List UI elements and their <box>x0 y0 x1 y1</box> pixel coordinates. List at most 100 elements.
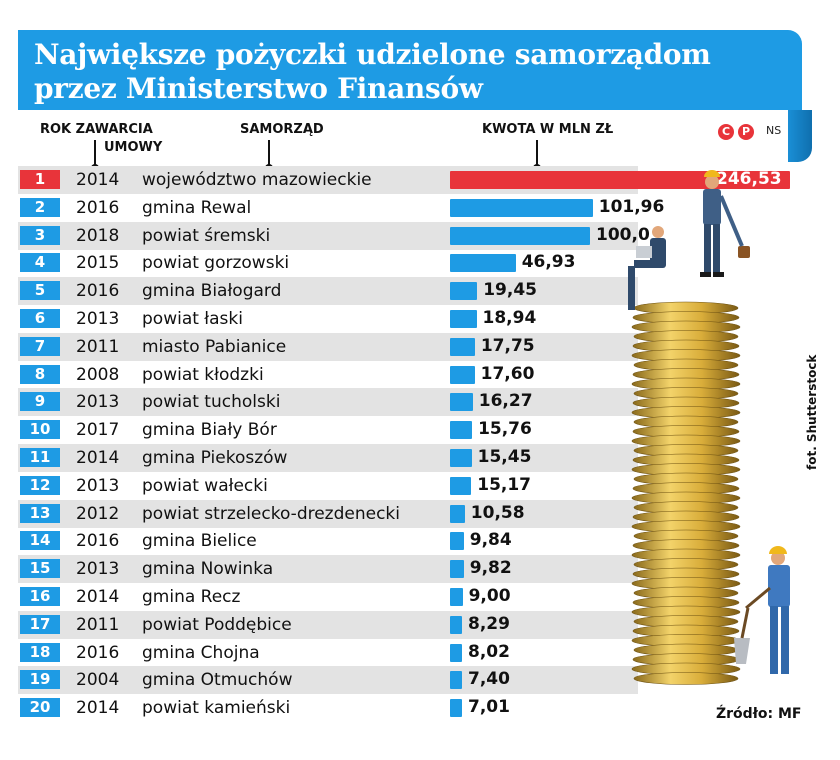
photo-credit: fot. Shutterstock <box>805 354 819 470</box>
value-label: 100,0 <box>596 224 650 245</box>
coin <box>633 672 739 685</box>
bar <box>450 504 465 523</box>
value-label: 7,01 <box>468 697 510 718</box>
contract-year: 2015 <box>76 253 120 274</box>
contract-year: 2012 <box>76 503 120 524</box>
businessman-standing-figure <box>700 170 750 277</box>
table-row: 17 2011 powiat Poddębice 8,29 <box>18 610 638 639</box>
value-label: 8,29 <box>468 613 510 634</box>
entity-name: miasto Pabianice <box>142 336 287 357</box>
rank-badge: 15 <box>20 559 60 579</box>
entity-name: powiat strzelecko-drezdenecki <box>142 503 401 524</box>
bar <box>450 393 473 412</box>
table-row: 9 2013 powiat tucholski 16,27 <box>18 388 638 417</box>
contract-year: 2004 <box>76 670 120 691</box>
bar <box>450 310 477 328</box>
rank-badge: 13 <box>20 503 60 523</box>
value-label: 15,45 <box>477 447 532 467</box>
value-label: 8,02 <box>468 641 510 662</box>
table-row: 8 2008 powiat kłodzki 17,60 <box>18 361 638 389</box>
table-row: 11 2014 gmina Piekoszów 15,45 <box>18 444 638 472</box>
contract-year: 2014 <box>76 587 120 607</box>
entity-name: gmina Białogard <box>142 281 282 302</box>
worker-figure <box>734 546 790 674</box>
table-row: 3 2018 powiat śremski 100,0 <box>18 221 650 250</box>
bar <box>450 282 478 301</box>
bar <box>450 560 464 579</box>
year-column-header-line1: ROK ZAWARCIA <box>40 122 153 137</box>
value-label: 9,84 <box>469 530 512 551</box>
contract-year: 2011 <box>76 614 120 635</box>
bar <box>450 226 590 245</box>
bar <box>450 421 473 440</box>
contract-year: 2013 <box>76 392 120 413</box>
entity-name: powiat kamieński <box>142 698 291 719</box>
row-stripe <box>18 277 638 306</box>
bar <box>450 337 475 356</box>
entity-name: powiat łaski <box>142 309 243 329</box>
contract-year: 2016 <box>76 642 120 663</box>
copyright-c-icon: C <box>718 124 734 140</box>
rank-badge: 14 <box>20 531 60 551</box>
row-stripe <box>18 555 638 584</box>
entity-name: gmina Recz <box>142 587 241 607</box>
table-row: 6 2013 powiat łaski 18,94 <box>18 305 638 333</box>
row-stripe <box>18 499 638 528</box>
businessman-sitting-figure <box>628 226 666 310</box>
contract-year: 2016 <box>76 281 120 302</box>
entity-name: województwo mazowieckie <box>142 170 372 190</box>
entity-name: gmina Nowinka <box>142 559 274 580</box>
entity-name: powiat tucholski <box>142 392 281 413</box>
table-row: 5 2016 gmina Białogard 19,45 <box>18 277 638 306</box>
contract-year: 2013 <box>76 309 120 329</box>
table-row: 10 2017 gmina Biały Bór 15,76 <box>18 416 638 444</box>
value-label: 15,17 <box>477 474 532 495</box>
entity-name: gmina Piekoszów <box>142 448 288 468</box>
table-row: 16 2014 gmina Recz 9,00 <box>18 583 638 611</box>
amount-column-pointer <box>533 140 540 172</box>
rank-badge: 3 <box>20 225 60 245</box>
value-label: 17,60 <box>480 363 535 384</box>
row-stripe <box>18 444 638 472</box>
value-label: 18,94 <box>482 308 537 328</box>
title-line-2: przez Ministerstwo Finansów <box>34 72 483 105</box>
row-stripe <box>18 666 638 695</box>
table-row: 15 2013 gmina Nowinka 9,82 <box>18 555 638 584</box>
rank-badge: 17 <box>20 614 60 634</box>
row-stripe <box>18 332 638 361</box>
source-note: Źródło: MF <box>716 706 802 722</box>
entity-name: gmina Otmuchów <box>142 670 293 691</box>
entity-column-pointer <box>265 140 272 172</box>
contract-year: 2014 <box>76 170 120 190</box>
bar <box>450 588 463 606</box>
banner-curl <box>788 110 812 162</box>
value-label: 9,82 <box>469 558 512 579</box>
rank-badge: 18 <box>20 642 60 662</box>
value-label: 16,27 <box>478 391 533 412</box>
bar <box>450 671 462 690</box>
table-row: 20 2014 powiat kamieński 7,01 <box>18 694 638 722</box>
value-label: 246,53 <box>716 169 782 189</box>
rank-badge: 10 <box>20 420 60 440</box>
rank-badge: 1 <box>20 170 60 189</box>
table-row: 14 2016 gmina Bielice 9,84 <box>18 527 638 555</box>
table-row: 2 2016 gmina Rewal 101,96 <box>18 194 664 222</box>
contract-year: 2016 <box>76 531 120 552</box>
rank-badge: 4 <box>20 253 60 273</box>
title-banner: Największe pożyczki udzielone samorządom… <box>18 30 802 110</box>
entity-name: powiat gorzowski <box>142 253 290 274</box>
rank-badge: 6 <box>20 309 60 328</box>
entity-name: powiat śremski <box>142 225 271 246</box>
rank-badge: 12 <box>20 475 60 495</box>
value-label: 19,45 <box>483 280 537 301</box>
rank-badge: 9 <box>20 392 60 412</box>
bar <box>450 198 593 217</box>
table-row: 19 2004 gmina Otmuchów 7,40 <box>18 666 638 695</box>
contract-year: 2013 <box>76 475 120 496</box>
bar <box>450 643 462 662</box>
rank-badge: 2 <box>20 197 60 217</box>
contract-year: 2018 <box>76 225 120 246</box>
publisher-mark: NS <box>766 124 782 137</box>
entity-name: gmina Biały Bór <box>142 420 277 441</box>
value-label: 46,93 <box>521 252 576 273</box>
